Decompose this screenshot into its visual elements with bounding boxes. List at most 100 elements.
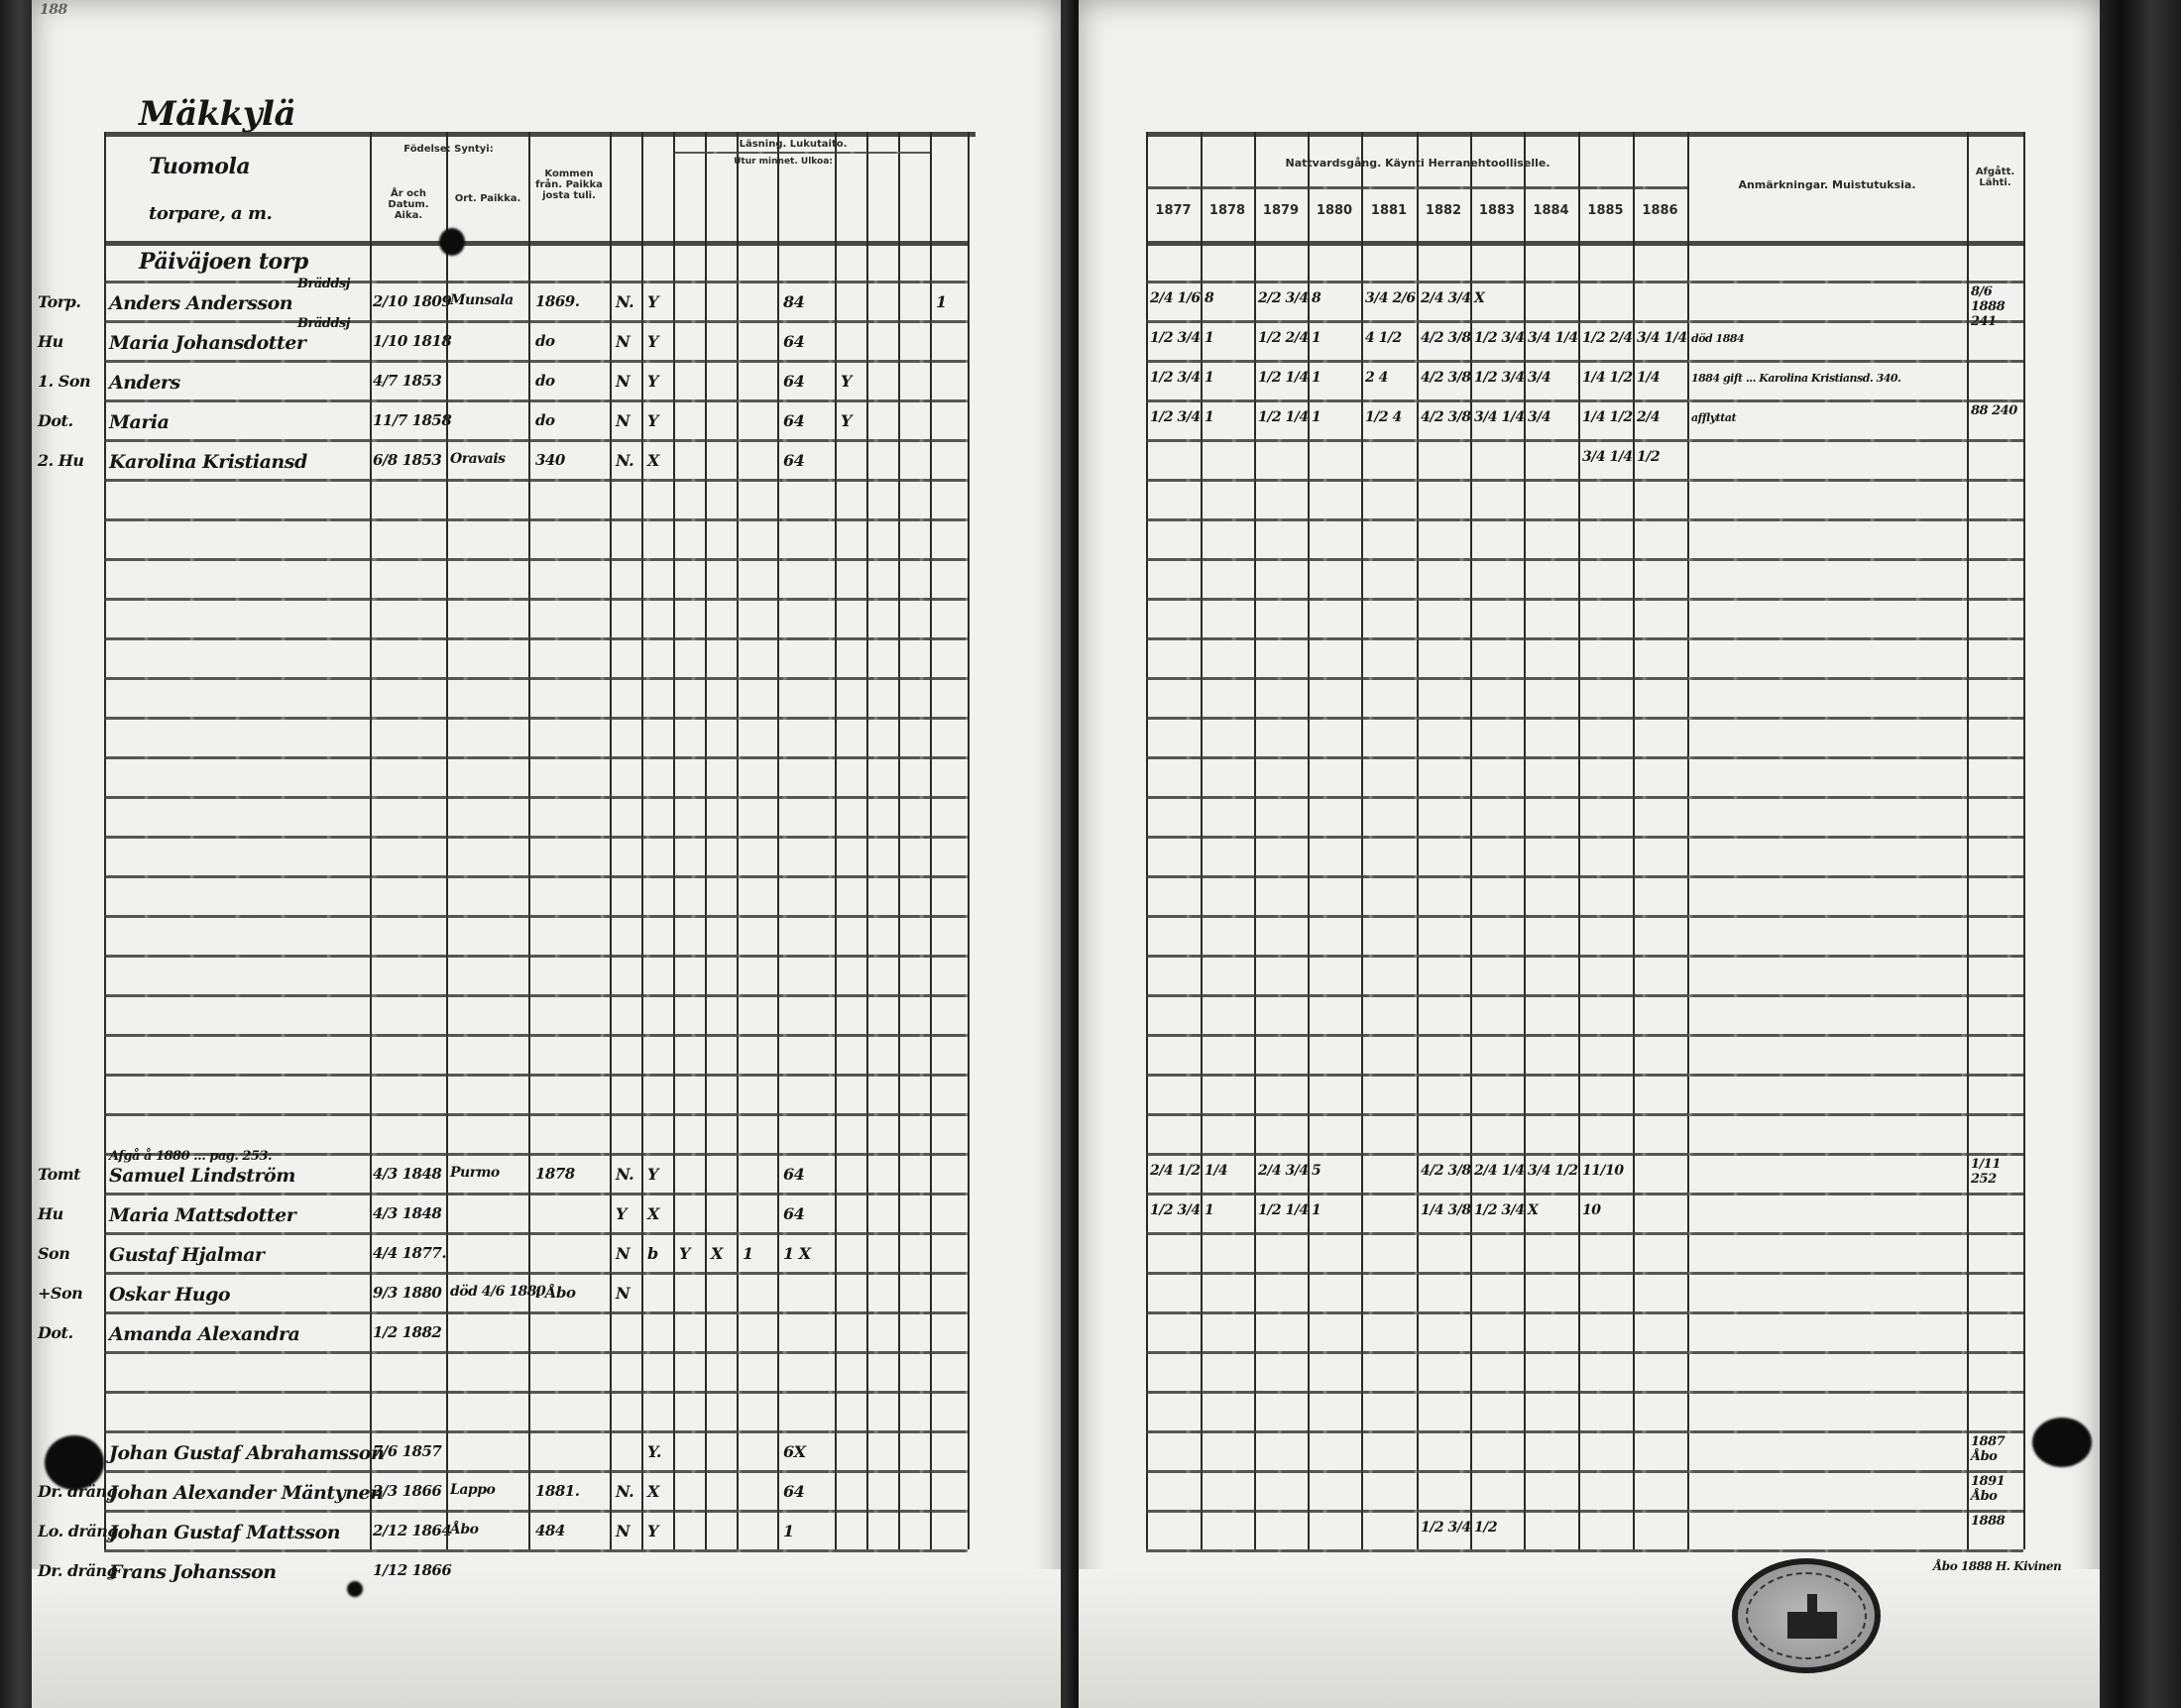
communion-mark: 3/4 1/2: [1528, 1163, 1578, 1179]
person-name: Karolina Kristiansd: [109, 451, 307, 473]
reading-mark: Y: [647, 411, 658, 430]
reading-mark: N.: [616, 1165, 634, 1184]
row-rule: [104, 281, 968, 284]
reading-mark: 1 X: [783, 1244, 811, 1263]
person-name: Frans Johansson: [109, 1561, 277, 1583]
table-top-rule: [1146, 132, 2023, 137]
column-rule: [737, 132, 739, 1549]
column-rule: [1524, 132, 1526, 1549]
communion-mark: 1/4 3/8: [1421, 1202, 1471, 1218]
reading-mark: Y: [647, 1522, 658, 1540]
row-rule: [104, 1232, 968, 1235]
year-header: 1880: [1316, 203, 1353, 218]
communion-mark: 1/2: [1474, 1520, 1498, 1536]
row-rule: [104, 558, 968, 561]
row-rule: [104, 756, 968, 759]
row-rule: [104, 399, 968, 402]
communion-mark: 1/2 3/4: [1474, 330, 1525, 346]
row-rule: [1146, 717, 2023, 720]
role-label: 2. Hu: [38, 451, 84, 470]
subheader-rule: [1146, 186, 1687, 189]
year-header: 1879: [1262, 203, 1300, 218]
row-rule: [1146, 796, 2023, 799]
birth-date: 6/8 1853: [373, 451, 442, 469]
row-rule: [1146, 1193, 2023, 1196]
communion-mark: 4/2 3/8: [1421, 1163, 1471, 1179]
row-rule: [1146, 479, 2023, 482]
reading-header: Läsning. Lukutaito.: [739, 139, 848, 150]
row-rule: [1146, 994, 2023, 997]
departed-header: Afgått. Lähti.: [1975, 167, 2015, 188]
column-rule: [104, 132, 106, 1549]
reading-mark: Y: [841, 372, 852, 391]
column-rule: [610, 132, 612, 1549]
birth-date: 4/4 1877.: [373, 1244, 447, 1262]
row-rule: [104, 1311, 968, 1314]
row-rule: [1146, 281, 2023, 284]
row-rule: [1146, 399, 2023, 402]
column-rule: [777, 132, 779, 1549]
archive-stamp: [1732, 1558, 1881, 1673]
reading-mark: Y: [841, 411, 852, 430]
name-note: Afgå å 1880 ... pag. 253.: [109, 1149, 273, 1164]
birth-date-header: År och Datum. Aika.: [388, 188, 429, 221]
row-rule: [1146, 558, 2023, 561]
reading-mark: X: [647, 1204, 659, 1223]
reading-mark: N.: [616, 1482, 634, 1501]
birth-date: 9/3 1880: [373, 1284, 442, 1302]
column-rule: [835, 132, 837, 1549]
communion-mark: 1/2 3/4: [1474, 370, 1525, 386]
communion-mark: 5: [1312, 1163, 1321, 1179]
row-rule: [1146, 1510, 2023, 1513]
communion-mark: 1: [1312, 370, 1321, 386]
row-rule: [104, 360, 968, 363]
communion-mark: 2/4 1/6: [1150, 290, 1201, 306]
reading-mark: Y: [647, 1165, 658, 1184]
reading-mark: N: [616, 411, 631, 430]
birth-place: död 4/6 1880: [450, 1284, 546, 1300]
role-label: Son: [38, 1244, 70, 1263]
role-label: Tomt: [38, 1165, 81, 1184]
came-from: 1878: [535, 1165, 575, 1183]
communion-mark: 1: [1205, 409, 1214, 425]
departed-note: 8/6 1888 241: [1971, 285, 2006, 329]
row-rule: [1146, 1074, 2023, 1077]
reading-mark: 64: [783, 1204, 805, 1223]
communion-mark: 1/2 4: [1365, 409, 1402, 425]
column-rule: [930, 132, 932, 1549]
communion-mark: 1/4 1/2: [1582, 409, 1633, 425]
row-rule: [104, 598, 968, 601]
column-rule: [528, 132, 530, 1549]
column-rule: [1633, 132, 1635, 1549]
birth-date: 7/6 1857: [373, 1442, 442, 1460]
reading-mark: X: [711, 1244, 723, 1263]
communion-mark: 11/10: [1582, 1163, 1624, 1179]
column-rule: [1687, 132, 1689, 1549]
birth-date: 4/3 1848: [373, 1165, 442, 1183]
came-from: 1869.: [535, 292, 580, 310]
reading-mark: Y.: [647, 1442, 661, 1461]
communion-mark: 2/4: [1637, 409, 1661, 425]
communion-mark: 1/2 1/4: [1258, 1202, 1309, 1218]
communion-mark: 1/2: [1637, 449, 1661, 465]
year-header: 1878: [1208, 203, 1246, 218]
row-rule: [104, 1193, 968, 1196]
communion-mark: 4/2 3/8: [1421, 370, 1471, 386]
row-rule: [1146, 1549, 2023, 1552]
farm-name: Tuomola: [149, 154, 251, 179]
role-label: Dot.: [38, 411, 73, 430]
person-name: Anders Andersson: [109, 292, 293, 314]
reading-mark: 1: [936, 292, 947, 311]
birth-date: 4/3 1848: [373, 1204, 442, 1222]
birth-place-header: Ort. Paikka.: [454, 193, 521, 204]
reading-mark: 1: [783, 1522, 794, 1540]
reading-mark: Y: [616, 1204, 627, 1223]
year-header: 1877: [1155, 203, 1192, 218]
role-label: +Son: [38, 1284, 83, 1303]
row-rule: [1146, 518, 2023, 521]
communion-mark: 2/4 3/4: [1258, 1163, 1309, 1179]
year-header: 1882: [1425, 203, 1462, 218]
came-from: do: [535, 411, 555, 429]
reading-mark: 6X: [783, 1442, 806, 1461]
column-rule: [1417, 132, 1419, 1549]
